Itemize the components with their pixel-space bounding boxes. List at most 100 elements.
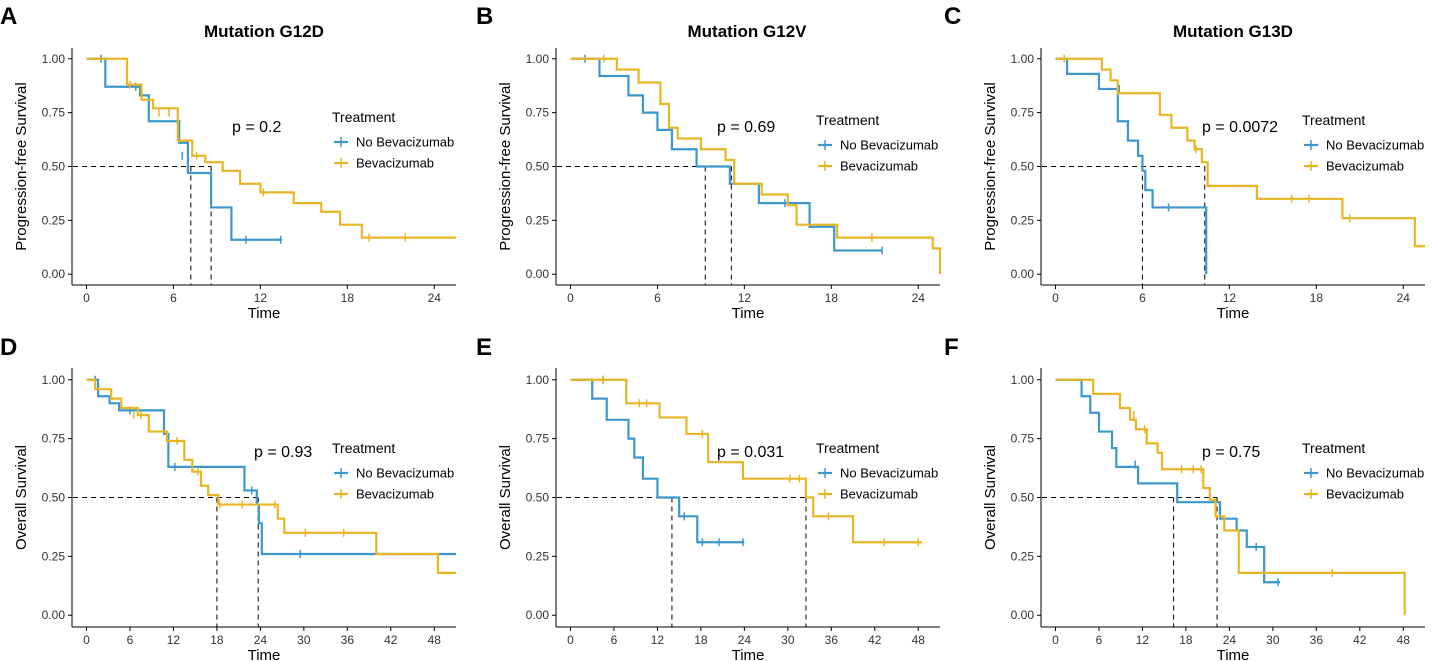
x-axis-title: Time xyxy=(1217,305,1250,322)
panel-e: E 0.00 0.25 0.50 0.75 1.00 0 6 12 18 24 30 36 42 48 Tim… xyxy=(476,334,940,661)
x-tick-label: 36 xyxy=(1310,633,1324,647)
panel-title: Mutation G13D xyxy=(1173,22,1293,41)
x-tick-label: 12 xyxy=(167,633,181,647)
y-tick-label: 0.00 xyxy=(526,267,550,281)
x-tick-label: 6 xyxy=(1139,291,1146,305)
panel-a: A Mutation G12D 0.00 0.25 0.50 0.75 1.00 0 6 12 18… xyxy=(0,3,456,322)
p-value-label: p = 0.2 xyxy=(232,119,281,136)
x-tick-label: 6 xyxy=(611,633,618,647)
p-value-label: p = 0.75 xyxy=(1202,444,1260,461)
x-tick-label: 18 xyxy=(341,291,355,305)
legend-label-bevacizumab: Bevacizumab xyxy=(840,159,918,174)
panel-letter: E xyxy=(476,334,492,361)
y-tick-label: 0.00 xyxy=(1011,608,1035,622)
legend-label-bevacizumab: Bevacizumab xyxy=(840,487,918,502)
legend-title: Treatment xyxy=(332,109,395,125)
no-bevacizumab-curve xyxy=(570,57,883,252)
y-tick-label: 0.25 xyxy=(42,213,66,227)
y-tick-label: 1.00 xyxy=(42,52,66,66)
y-axis-title: Overall Survival xyxy=(13,445,30,550)
x-tick-label: 6 xyxy=(1096,633,1103,647)
x-tick-label: 48 xyxy=(1397,633,1411,647)
x-axis-title: Time xyxy=(732,305,765,322)
x-tick-label: 18 xyxy=(210,633,224,647)
panel-f: F 0.00 0.25 0.50 0.75 1.00 0 6 12 18 24 30 36 42 48 Tim… xyxy=(944,334,1425,661)
x-axis-title: Time xyxy=(248,647,281,661)
x-tick-label: 0 xyxy=(567,633,574,647)
y-tick-label: 0.25 xyxy=(1011,213,1035,227)
legend-label-no-bevacizumab: No Bevacizumab xyxy=(840,466,938,481)
y-tick-label: 0.25 xyxy=(1011,549,1035,563)
y-axis-title: Progression-free Survival xyxy=(982,82,999,250)
y-tick-label: 1.00 xyxy=(526,52,550,66)
y-tick-label: 0.50 xyxy=(1011,491,1035,505)
no-bevacizumab-curve xyxy=(1055,378,1281,584)
bevacizumab-curve xyxy=(1055,57,1425,248)
x-tick-label: 24 xyxy=(254,633,268,647)
legend-label-no-bevacizumab: No Bevacizumab xyxy=(356,466,454,481)
p-value-label: p = 0.93 xyxy=(254,444,312,461)
legend-label-bevacizumab: Bevacizumab xyxy=(356,487,434,502)
y-tick-label: 0.50 xyxy=(526,160,550,174)
p-value-label: p = 0.69 xyxy=(717,119,775,136)
legend-title: Treatment xyxy=(1302,440,1365,456)
x-tick-label: 42 xyxy=(1353,633,1367,647)
y-tick-label: 1.00 xyxy=(1011,52,1035,66)
bevacizumab-curve xyxy=(86,57,456,239)
y-tick-label: 0.25 xyxy=(526,213,550,227)
panel-letter: D xyxy=(0,334,17,361)
y-tick-label: 0.25 xyxy=(526,549,550,563)
panel-b: B Mutation G12V 0.00 0.25 0.50 0.75 1.00 0 6 12 18… xyxy=(476,3,942,322)
no-bevacizumab-curve xyxy=(570,378,745,544)
x-axis-title: Time xyxy=(1217,647,1250,661)
bevacizumab-curve xyxy=(570,57,942,275)
y-tick-label: 0.00 xyxy=(1011,267,1035,281)
p-value-label: p = 0.031 xyxy=(717,444,784,461)
y-tick-label: 0.75 xyxy=(1011,106,1035,120)
x-tick-label: 24 xyxy=(1397,291,1411,305)
y-axis-title: Overall Survival xyxy=(497,445,514,550)
x-axis-title: Time xyxy=(732,647,765,661)
legend-label-no-bevacizumab: No Bevacizumab xyxy=(1326,138,1424,153)
x-tick-label: 12 xyxy=(1223,291,1237,305)
x-tick-label: 24 xyxy=(738,633,752,647)
x-tick-label: 30 xyxy=(1266,633,1280,647)
x-tick-label: 48 xyxy=(428,633,442,647)
y-tick-label: 0.75 xyxy=(526,106,550,120)
y-tick-label: 1.00 xyxy=(1011,373,1035,387)
x-tick-label: 36 xyxy=(341,633,355,647)
x-tick-label: 0 xyxy=(83,633,90,647)
legend-title: Treatment xyxy=(332,440,395,456)
panel-letter: A xyxy=(0,3,17,30)
panel-c: C Mutation G13D 0.00 0.25 0.50 0.75 1.00 0 6 12 18… xyxy=(944,3,1425,322)
bevacizumab-curve xyxy=(1055,378,1406,616)
no-bevacizumab-curve xyxy=(1055,57,1208,275)
x-tick-label: 30 xyxy=(781,633,795,647)
no-bevacizumab-curve xyxy=(86,378,456,556)
x-tick-label: 36 xyxy=(825,633,839,647)
y-tick-label: 1.00 xyxy=(526,373,550,387)
legend-title: Treatment xyxy=(816,440,879,456)
panel-letter: F xyxy=(944,334,959,361)
x-tick-label: 12 xyxy=(651,633,665,647)
legend-label-bevacizumab: Bevacizumab xyxy=(356,156,434,171)
y-tick-label: 0.75 xyxy=(526,432,550,446)
legend-label-no-bevacizumab: No Bevacizumab xyxy=(1326,466,1424,481)
y-tick-label: 0.50 xyxy=(42,160,66,174)
legend-title: Treatment xyxy=(816,112,879,128)
legend-label-no-bevacizumab: No Bevacizumab xyxy=(840,138,938,153)
x-tick-label: 18 xyxy=(694,633,708,647)
y-tick-label: 0.25 xyxy=(42,549,66,563)
panel-letter: B xyxy=(476,3,493,30)
x-tick-label: 0 xyxy=(1052,291,1059,305)
legend-label-no-bevacizumab: No Bevacizumab xyxy=(356,135,454,150)
y-tick-label: 0.00 xyxy=(526,608,550,622)
p-value-label: p = 0.0072 xyxy=(1202,119,1278,136)
x-tick-label: 48 xyxy=(912,633,926,647)
x-tick-label: 24 xyxy=(912,291,926,305)
y-tick-label: 0.75 xyxy=(42,432,66,446)
y-tick-label: 0.50 xyxy=(1011,160,1035,174)
y-tick-label: 0.75 xyxy=(1011,432,1035,446)
legend-label-bevacizumab: Bevacizumab xyxy=(1326,159,1404,174)
